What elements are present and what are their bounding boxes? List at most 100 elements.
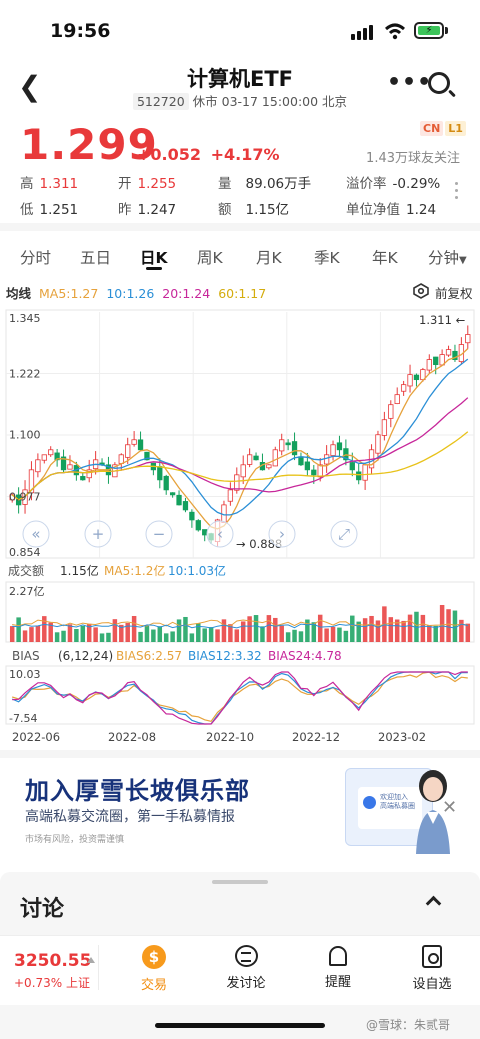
candle-body (125, 444, 131, 458)
home-indicator (155, 1023, 325, 1028)
zoom-out-icon[interactable] (145, 520, 173, 548)
volume-bar (202, 628, 207, 642)
trade-button[interactable]: $ 交易 (119, 945, 189, 993)
adjust-icon[interactable] (413, 283, 429, 299)
volume-bar (266, 615, 272, 642)
pan-right-icon[interactable] (268, 520, 296, 548)
tab-fenshi[interactable]: 分时 (20, 249, 52, 267)
candle-body (298, 456, 304, 466)
volume-bar (407, 614, 413, 642)
post-button[interactable]: 发讨论 (211, 945, 281, 991)
close-icon[interactable]: ✕ (442, 797, 458, 818)
volume-bar (228, 624, 233, 642)
tab-monthly-k[interactable]: 月K (256, 249, 282, 267)
premium-label: 溢价率 (346, 176, 387, 192)
tab-minute-label: 分钟 (428, 249, 460, 267)
post-label: 发讨论 (226, 976, 266, 991)
y-tick-label: 0.977 (9, 490, 41, 503)
back-icon[interactable]: ❮ (18, 70, 42, 103)
volume-bar (54, 632, 60, 642)
premium-value: -0.29% (392, 176, 441, 192)
market-status: 512720 休市 03-17 15:00:00 北京 (0, 91, 480, 110)
volume-bar (356, 621, 361, 642)
volume-bar (362, 618, 368, 642)
remind-button[interactable]: 提醒 (303, 945, 373, 990)
volume-bar (189, 633, 195, 642)
zoom-left-icon[interactable] (22, 520, 50, 548)
volume-bar (369, 615, 374, 642)
candle-body (394, 394, 400, 404)
candle-body (234, 474, 240, 491)
volume-bar (234, 629, 240, 642)
candle-body (41, 454, 47, 461)
followers-count[interactable]: 1.43万球友关注 (366, 151, 460, 166)
open-value: 1.255 (137, 176, 177, 192)
candle-body (323, 454, 330, 465)
favorite-button[interactable]: 设自选 (397, 945, 467, 992)
adjust-label[interactable]: 前复权 (435, 286, 473, 301)
zoom-in-icon[interactable] (84, 520, 112, 548)
amount-label: 额 (218, 202, 232, 218)
volume-bar (215, 629, 220, 642)
more-icon[interactable]: ••• (387, 70, 433, 95)
badge-l1: L1 (445, 121, 466, 136)
tab-weekly-k[interactable]: 周K (197, 249, 223, 267)
bias-panel-frame (5, 665, 475, 725)
volume-bar (221, 619, 227, 642)
x-tick-label: 2022-08 (108, 730, 156, 744)
expand-stats-icon[interactable] (455, 182, 458, 199)
candle-body (189, 511, 195, 521)
search-icon[interactable] (428, 72, 450, 94)
bias12-value: BIAS12:3.32 (188, 649, 262, 663)
volume-bar (176, 619, 182, 642)
candle-body (227, 489, 234, 502)
promo-title[interactable]: 加入厚雪长坡俱乐部 (25, 777, 250, 805)
pan-left-icon[interactable] (206, 520, 234, 548)
tab-5day[interactable]: 五日 (80, 249, 112, 267)
candle-body (253, 455, 259, 461)
bias24-value: BIAS24:4.78 (268, 649, 342, 663)
volume-bar (138, 631, 143, 642)
ma5-line (11, 348, 469, 530)
candle-body (349, 462, 355, 471)
index-value[interactable]: 3250.55 (14, 951, 92, 971)
bell-icon (329, 946, 347, 966)
volume-bar (35, 625, 41, 642)
candle-body (157, 466, 163, 481)
fullscreen-icon[interactable] (330, 520, 358, 548)
active-tab-indicator (146, 267, 162, 270)
volume-bar (394, 619, 400, 642)
high-value: 1.311 (39, 176, 79, 192)
candle-body (28, 469, 35, 494)
discussion-title[interactable]: 讨论 (20, 897, 65, 922)
ma-label: 均线 (6, 286, 32, 301)
tab-minute[interactable]: 分钟▼ (428, 246, 467, 268)
candle-body (60, 456, 67, 471)
volume-bar (388, 617, 394, 642)
volume-value: 1.15亿 (60, 563, 99, 578)
ma10-line (11, 358, 469, 516)
candle-body (176, 494, 182, 506)
volume-bar (208, 627, 214, 642)
sheet-handle[interactable] (212, 880, 268, 884)
volume-label: 成交额 (8, 563, 44, 578)
chart-control-glyph: + (92, 525, 105, 543)
candle-body (240, 464, 246, 478)
ma60-value: 60:1.17 (218, 286, 267, 301)
volume-bar (183, 616, 188, 642)
volume-bar (439, 604, 445, 642)
y-tick-label: 1.222 (9, 368, 41, 381)
tab-yearly-k[interactable]: 年K (372, 249, 398, 267)
y-tick-label: 1.345 (9, 312, 41, 325)
candle-body (445, 349, 452, 356)
index-change: +0.73% 上证 (14, 976, 90, 990)
tab-quarterly-k[interactable]: 季K (314, 249, 340, 267)
chat-icon (234, 945, 258, 967)
volume-bar (401, 620, 406, 642)
candle-body (272, 449, 278, 467)
volume-bar (260, 626, 265, 642)
tab-daily-k[interactable]: 日K (140, 249, 168, 267)
page-title: 计算机ETF (186, 67, 293, 91)
volume-bar (86, 623, 92, 642)
